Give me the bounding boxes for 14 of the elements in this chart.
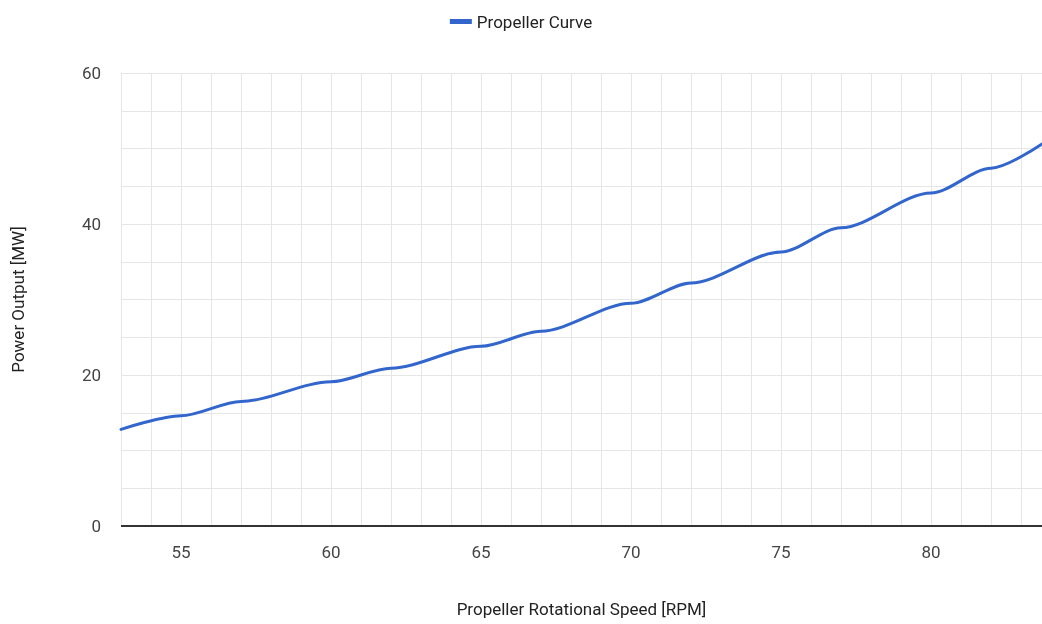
y-tick-label: 40 (81, 214, 101, 234)
y-tick-label: 20 (81, 365, 101, 385)
x-tick-label: 60 (321, 541, 341, 562)
y-tick-label: 60 (81, 63, 101, 83)
y-axis-title: Power Output [MW] (7, 226, 28, 373)
x-tick-label: 70 (621, 541, 641, 562)
x-axis-title: Propeller Rotational Speed [RPM] (456, 598, 707, 619)
line-series (119, 142, 1042, 431)
y-tick-label: 0 (91, 516, 101, 536)
x-tick-label: 80 (921, 541, 941, 562)
x-tick-label: 65 (471, 541, 491, 562)
legend-label: Propeller Curve (476, 11, 593, 32)
x-tick-label: 75 (771, 541, 791, 562)
x-tick-label: 55 (171, 541, 191, 562)
